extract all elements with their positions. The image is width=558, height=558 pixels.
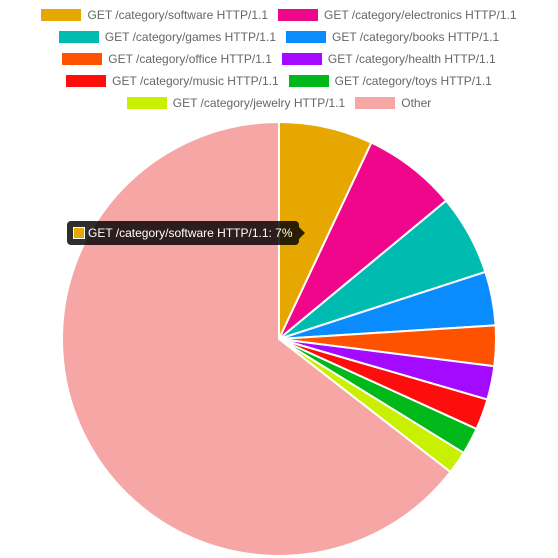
legend-item[interactable]: GET /category/office HTTP/1.1 xyxy=(62,52,272,66)
legend-label: GET /category/software HTTP/1.1 xyxy=(87,8,268,22)
legend-row: GET /category/jewelry HTTP/1.1 Other xyxy=(0,92,558,114)
legend-label: GET /category/books HTTP/1.1 xyxy=(332,30,500,44)
tooltip-swatch xyxy=(73,227,85,239)
legend-item[interactable]: Other xyxy=(355,96,431,110)
legend-row: GET /category/office HTTP/1.1 GET /catego… xyxy=(0,48,558,70)
legend-swatch xyxy=(41,9,82,21)
legend-item[interactable]: GET /category/electronics HTTP/1.1 xyxy=(278,8,517,22)
legend-item[interactable]: GET /category/toys HTTP/1.1 xyxy=(288,74,492,88)
tooltip-text: GET /category/software HTTP/1.1: 7% xyxy=(88,226,293,240)
legend-item[interactable]: GET /category/jewelry HTTP/1.1 xyxy=(126,96,346,110)
legend-item[interactable]: GET /category/books HTTP/1.1 xyxy=(286,30,499,44)
legend-label: GET /category/music HTTP/1.1 xyxy=(112,74,279,88)
legend-label: GET /category/office HTTP/1.1 xyxy=(108,52,272,66)
legend-swatch xyxy=(66,75,107,87)
chart-tooltip: GET /category/software HTTP/1.1: 7% xyxy=(67,221,305,245)
legend-label: GET /category/jewelry HTTP/1.1 xyxy=(172,96,346,110)
legend-swatch xyxy=(62,53,103,65)
legend-row: GET /category/software HTTP/1.1 GET /cate… xyxy=(0,4,558,26)
legend-item[interactable]: GET /category/music HTTP/1.1 xyxy=(66,74,279,88)
legend-row: GET /category/games HTTP/1.1 GET /categor… xyxy=(0,26,558,48)
legend-item[interactable]: GET /category/software HTTP/1.1 xyxy=(41,8,268,22)
legend-label: GET /category/electronics HTTP/1.1 xyxy=(324,8,517,22)
legend-swatch xyxy=(126,97,167,109)
legend-swatch xyxy=(355,97,396,109)
legend-label: GET /category/health HTTP/1.1 xyxy=(327,52,496,66)
legend-swatch xyxy=(58,31,99,43)
legend-item[interactable]: GET /category/health HTTP/1.1 xyxy=(281,52,496,66)
legend-swatch xyxy=(288,75,329,87)
legend-item[interactable]: GET /category/games HTTP/1.1 xyxy=(58,30,276,44)
legend-swatch xyxy=(281,53,322,65)
legend-label: GET /category/toys HTTP/1.1 xyxy=(334,74,492,88)
legend-swatch xyxy=(286,31,326,43)
legend-label: Other xyxy=(401,96,432,110)
legend-label: GET /category/games HTTP/1.1 xyxy=(104,30,276,44)
legend-swatch xyxy=(278,9,318,21)
legend-row: GET /category/music HTTP/1.1 GET /categor… xyxy=(0,70,558,92)
